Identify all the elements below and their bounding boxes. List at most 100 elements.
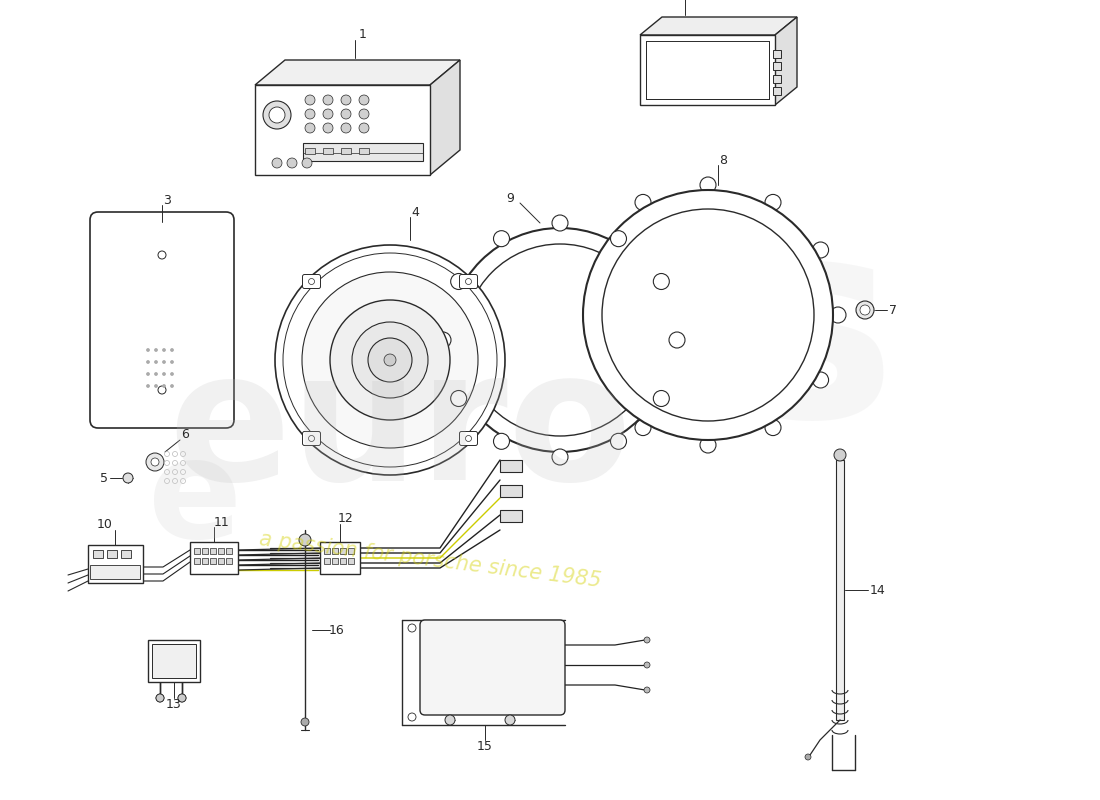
- Circle shape: [151, 458, 160, 466]
- Circle shape: [270, 107, 285, 123]
- Circle shape: [653, 390, 669, 406]
- Circle shape: [552, 215, 568, 231]
- Bar: [359, 148, 369, 154]
- Text: 4: 4: [411, 206, 419, 218]
- Circle shape: [644, 662, 650, 668]
- Bar: [148, 640, 200, 682]
- Circle shape: [635, 194, 651, 210]
- Circle shape: [494, 230, 509, 246]
- Circle shape: [158, 251, 166, 259]
- Circle shape: [302, 272, 478, 448]
- Circle shape: [465, 435, 472, 442]
- Circle shape: [451, 390, 466, 406]
- Circle shape: [156, 694, 164, 702]
- Bar: [202, 548, 208, 554]
- Circle shape: [299, 534, 311, 546]
- Bar: [323, 148, 333, 154]
- Circle shape: [302, 158, 312, 168]
- Circle shape: [341, 109, 351, 119]
- Circle shape: [446, 715, 455, 725]
- Text: 5: 5: [100, 471, 108, 485]
- Circle shape: [287, 158, 297, 168]
- Circle shape: [163, 373, 165, 375]
- Text: es: es: [543, 205, 896, 475]
- Circle shape: [146, 385, 150, 387]
- Circle shape: [830, 307, 846, 323]
- Circle shape: [178, 694, 186, 702]
- Circle shape: [301, 718, 309, 726]
- Bar: [773, 87, 781, 95]
- FancyBboxPatch shape: [460, 431, 477, 446]
- Circle shape: [165, 451, 169, 457]
- Circle shape: [170, 361, 174, 363]
- Circle shape: [146, 453, 164, 471]
- Circle shape: [180, 451, 186, 457]
- Text: 7: 7: [889, 303, 896, 317]
- Bar: [226, 548, 232, 554]
- Text: 8: 8: [719, 154, 727, 166]
- FancyBboxPatch shape: [460, 274, 477, 289]
- Circle shape: [700, 437, 716, 453]
- Bar: [94, 550, 103, 558]
- Circle shape: [860, 305, 870, 315]
- Circle shape: [330, 300, 450, 420]
- Circle shape: [602, 209, 814, 421]
- Circle shape: [165, 470, 169, 474]
- Bar: [194, 548, 200, 554]
- Circle shape: [308, 435, 315, 442]
- Circle shape: [505, 715, 515, 725]
- Text: euro: euro: [168, 342, 631, 518]
- Circle shape: [163, 361, 165, 363]
- Bar: [121, 550, 131, 558]
- Circle shape: [368, 338, 412, 382]
- Circle shape: [834, 449, 846, 461]
- Bar: [305, 148, 315, 154]
- Polygon shape: [255, 60, 460, 85]
- Text: 3: 3: [163, 194, 170, 206]
- Bar: [210, 548, 216, 554]
- Bar: [226, 558, 232, 564]
- Circle shape: [178, 694, 186, 702]
- Circle shape: [570, 307, 586, 323]
- Circle shape: [644, 637, 650, 643]
- Bar: [218, 558, 224, 564]
- Circle shape: [154, 373, 157, 375]
- Circle shape: [308, 278, 315, 285]
- Bar: [320, 542, 360, 574]
- Bar: [773, 75, 781, 83]
- FancyBboxPatch shape: [302, 274, 320, 289]
- Circle shape: [163, 349, 165, 351]
- Circle shape: [154, 361, 157, 363]
- Bar: [332, 548, 338, 554]
- Bar: [88, 545, 143, 583]
- Circle shape: [408, 713, 416, 721]
- Bar: [152, 644, 196, 678]
- FancyBboxPatch shape: [420, 620, 565, 715]
- Circle shape: [434, 332, 451, 348]
- Circle shape: [813, 372, 828, 388]
- Circle shape: [146, 373, 150, 375]
- Circle shape: [464, 244, 656, 436]
- Bar: [500, 485, 522, 497]
- Text: 16: 16: [329, 623, 345, 637]
- Circle shape: [173, 470, 177, 474]
- Circle shape: [180, 478, 186, 483]
- Circle shape: [669, 332, 685, 348]
- Circle shape: [180, 461, 186, 466]
- Bar: [348, 548, 354, 554]
- Circle shape: [856, 301, 875, 319]
- Circle shape: [154, 349, 157, 351]
- Circle shape: [158, 386, 166, 394]
- Circle shape: [173, 478, 177, 483]
- Circle shape: [448, 228, 672, 452]
- Circle shape: [170, 373, 174, 375]
- Circle shape: [552, 449, 568, 465]
- Circle shape: [275, 245, 505, 475]
- Circle shape: [352, 322, 428, 398]
- Bar: [255, 85, 430, 175]
- Bar: [340, 558, 346, 564]
- Bar: [836, 460, 844, 720]
- Text: 9: 9: [506, 191, 514, 205]
- Text: 10: 10: [97, 518, 113, 531]
- Bar: [302, 143, 424, 161]
